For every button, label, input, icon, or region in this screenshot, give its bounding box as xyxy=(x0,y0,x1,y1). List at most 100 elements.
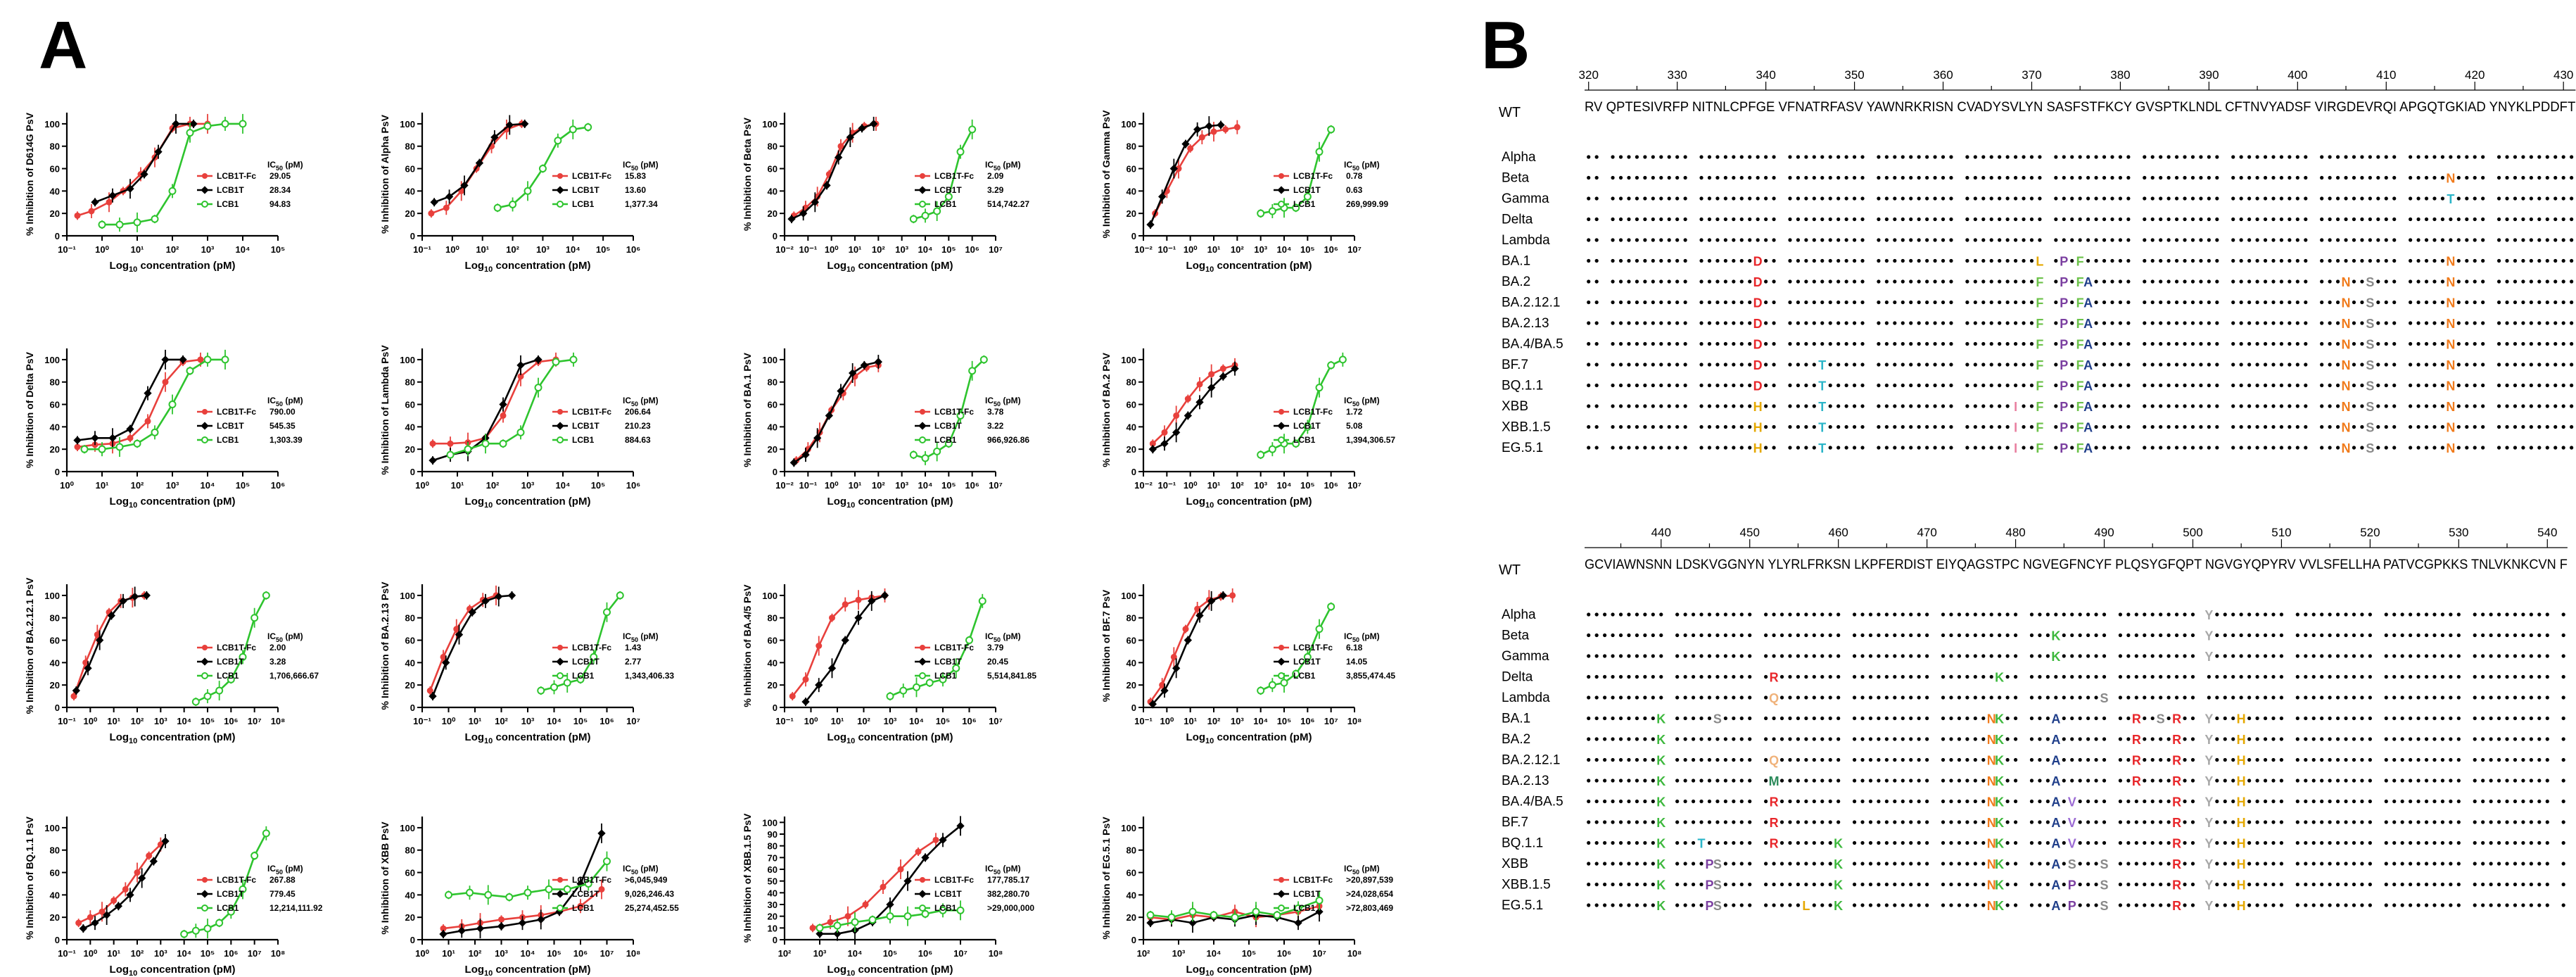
data-point xyxy=(1188,907,1197,916)
conserved-dot xyxy=(2118,820,2123,824)
conserved-dot xyxy=(2005,882,2010,887)
y-tick-label: 40 xyxy=(405,186,415,196)
conserved-dot xyxy=(2150,446,2155,450)
conserved-dot xyxy=(2384,446,2388,450)
conserved-dot xyxy=(2416,820,2420,824)
conserved-dot xyxy=(2304,341,2308,346)
conserved-dot xyxy=(2038,882,2042,887)
conserved-dot xyxy=(1627,882,1631,887)
conserved-dot xyxy=(2215,196,2219,201)
conserved-dot xyxy=(2432,674,2437,679)
conserved-dot xyxy=(2062,196,2066,201)
conserved-dot xyxy=(1868,674,1873,679)
conserved-dot xyxy=(1732,695,1736,700)
conserved-dot xyxy=(1901,258,1905,263)
conserved-dot xyxy=(2070,155,2074,159)
conserved-dot xyxy=(1756,238,1760,242)
conserved-dot xyxy=(2409,196,2413,201)
x-tick-label: 10² xyxy=(1207,716,1221,726)
data-point xyxy=(115,220,124,229)
data-point xyxy=(429,440,436,447)
conserved-dot xyxy=(2029,820,2034,824)
mutation-residue: Q xyxy=(1769,754,1779,768)
conserved-dot xyxy=(2432,363,2437,367)
conserved-dot xyxy=(2352,882,2356,887)
conserved-dot xyxy=(2288,175,2292,180)
x-tick-label: 10² xyxy=(131,716,144,726)
conserved-dot xyxy=(2432,279,2437,284)
data-point xyxy=(841,636,849,645)
y-tick-label: 80 xyxy=(50,613,60,624)
y-tick-label: 0 xyxy=(55,231,60,241)
conserved-dot xyxy=(1618,612,1623,617)
conserved-dot xyxy=(1998,383,2002,388)
conserved-dot xyxy=(2247,363,2252,367)
conserved-dot xyxy=(2513,155,2518,159)
mutation-residue: P xyxy=(1705,899,1713,913)
conserved-dot xyxy=(1868,779,1873,783)
conserved-dot xyxy=(2183,217,2187,222)
variant-label: Delta xyxy=(1502,670,1533,685)
conserved-dot xyxy=(2328,363,2332,367)
conserved-dot xyxy=(2545,175,2549,180)
conserved-dot xyxy=(2013,363,2018,367)
conserved-dot xyxy=(2561,175,2565,180)
ic50-value: 3.28 xyxy=(269,657,286,667)
conserved-dot xyxy=(2143,175,2147,180)
data-point xyxy=(909,450,918,459)
conserved-dot xyxy=(2022,217,2026,222)
conserved-dot xyxy=(2570,300,2574,305)
conserved-dot xyxy=(2255,840,2259,845)
conserved-dot xyxy=(1925,799,1929,804)
conserved-dot xyxy=(2570,175,2574,180)
data-point xyxy=(498,916,505,923)
conserved-dot xyxy=(2022,404,2026,408)
conserved-dot xyxy=(2174,175,2179,180)
conserved-dot xyxy=(1699,903,1703,907)
conserved-dot xyxy=(1675,196,1680,201)
x-tick-label: 10⁴ xyxy=(566,244,580,255)
conserved-dot xyxy=(1788,737,1792,741)
conserved-dot xyxy=(1836,446,1841,450)
conserved-dot xyxy=(1925,903,1929,907)
conserved-dot xyxy=(1627,341,1631,346)
conserved-dot xyxy=(1998,633,2002,638)
conserved-dot xyxy=(2335,196,2340,201)
data-point xyxy=(191,926,200,935)
conserved-dot xyxy=(1635,612,1639,617)
conserved-dot xyxy=(2174,155,2179,159)
conserved-dot xyxy=(2481,737,2485,741)
conserved-dot xyxy=(2440,341,2445,346)
conserved-dot xyxy=(1643,674,1647,679)
conserved-dot xyxy=(2029,155,2034,159)
x-tick-label: 10³ xyxy=(895,244,908,255)
conserved-dot xyxy=(2440,175,2445,180)
conserved-dot xyxy=(1643,882,1647,887)
x-tick-label: 10² xyxy=(1231,480,1244,491)
mutation-residue: K xyxy=(1995,816,2004,830)
conserved-dot xyxy=(2384,799,2388,804)
y-tick-label: 80 xyxy=(768,377,778,388)
conserved-dot xyxy=(1643,341,1647,346)
conserved-dot xyxy=(1965,175,1969,180)
conserved-dot xyxy=(1732,612,1736,617)
conserved-dot xyxy=(2183,654,2187,658)
conserved-dot xyxy=(1643,757,1647,762)
conserved-dot xyxy=(1901,612,1905,617)
conserved-dot xyxy=(1828,612,1832,617)
conserved-dot xyxy=(1917,341,1921,346)
conserved-dot xyxy=(2456,258,2461,263)
conserved-dot xyxy=(1884,695,1889,700)
conserved-dot xyxy=(2263,424,2268,429)
conserved-dot xyxy=(1804,196,1808,201)
conserved-dot xyxy=(2432,820,2437,824)
conserved-dot xyxy=(1989,175,1993,180)
conserved-dot xyxy=(1804,238,1808,242)
conserved-dot xyxy=(2022,446,2026,450)
mutation-residue: N xyxy=(2446,421,2455,435)
data-point xyxy=(154,148,163,156)
conserved-dot xyxy=(2013,175,2018,180)
conserved-dot xyxy=(1699,383,1703,388)
conserved-dot xyxy=(2360,862,2364,866)
